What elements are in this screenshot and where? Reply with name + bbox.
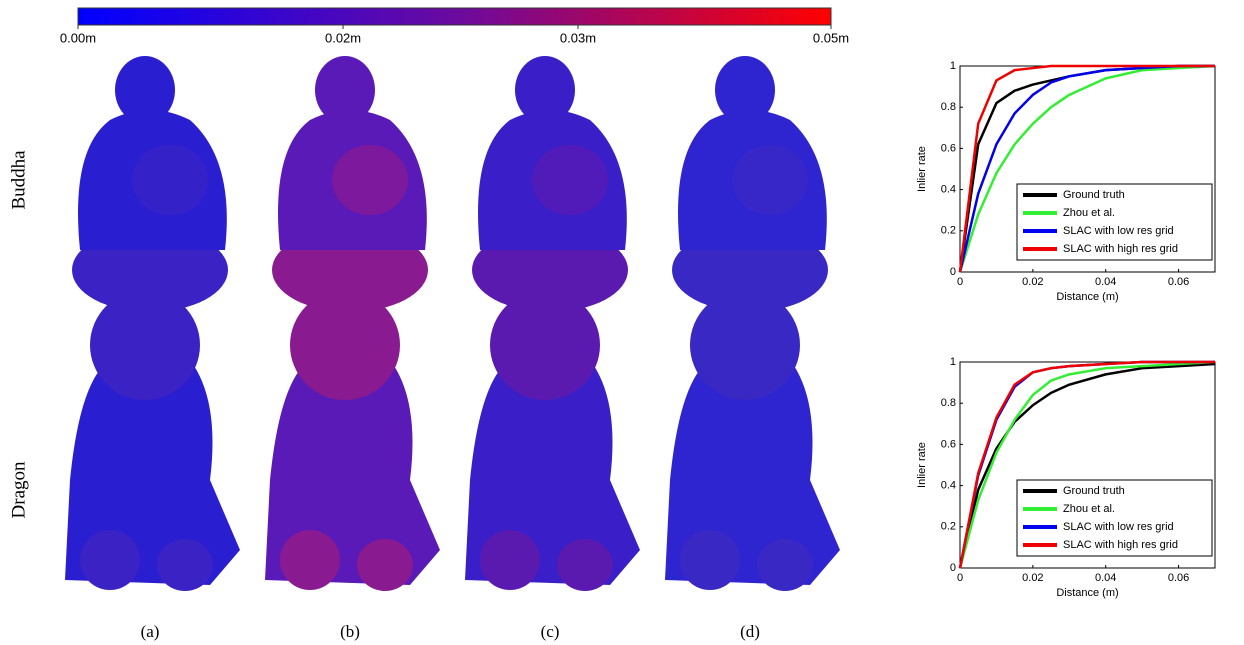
statue-head (115, 56, 175, 124)
y-tick-label: 0.8 (941, 101, 956, 113)
row-label: Buddha (8, 150, 29, 210)
statue-leg (480, 530, 540, 590)
colorbar-tick-label: 0.02m (325, 30, 361, 45)
x-tick-label: 0.04 (1095, 276, 1116, 288)
x-tick-label: 0.06 (1168, 572, 1189, 584)
y-tick-label: 0.2 (941, 521, 956, 533)
statue-head (715, 56, 775, 124)
statue-leg (680, 530, 740, 590)
x-tick-label: 0 (957, 572, 963, 584)
dragon-render (465, 290, 640, 591)
column-label: (a) (141, 622, 160, 641)
statue-head (490, 290, 600, 400)
dragon-render (665, 290, 840, 591)
legend-label: SLAC with high res grid (1063, 539, 1178, 551)
statue-leg (757, 539, 813, 591)
y-tick-label: 0.8 (941, 397, 956, 409)
statue-belly (132, 145, 208, 215)
y-tick-label: 1 (950, 356, 956, 368)
dragon-render (65, 290, 240, 591)
y-tick-label: 0 (950, 266, 956, 278)
y-tick-label: 0.2 (941, 225, 956, 237)
legend-label: Ground truth (1063, 485, 1125, 497)
legend-label: Zhou et al. (1063, 503, 1115, 515)
legend-label: SLAC with high res grid (1063, 243, 1178, 255)
buddha-render (72, 56, 228, 312)
column-label: (d) (740, 622, 760, 641)
colorbar-tick-label: 0.03m (560, 30, 596, 45)
statue-leg (157, 539, 213, 591)
y-axis-label: Inlier rate (916, 146, 928, 192)
colorbar-tick-label: 0.05m (813, 30, 849, 45)
legend-label: SLAC with low res grid (1063, 225, 1174, 237)
x-axis-label: Distance (m) (1056, 291, 1118, 303)
x-tick-label: 0 (957, 276, 963, 288)
statue-leg (80, 530, 140, 590)
legend-label: Zhou et al. (1063, 207, 1115, 219)
statue-belly (332, 145, 408, 215)
colorbar (78, 8, 831, 25)
statue-leg (280, 530, 340, 590)
x-tick-label: 0.06 (1168, 276, 1189, 288)
buddha-render (472, 56, 628, 312)
legend-label: Ground truth (1063, 189, 1125, 201)
y-tick-label: 0.4 (941, 480, 956, 492)
y-tick-label: 0.6 (941, 142, 956, 154)
statue-leg (357, 539, 413, 591)
statue-head (515, 56, 575, 124)
colorbar-tick-label: 0.00m (60, 30, 96, 45)
figure: 0.00m 0.02m 0.03m 0.05m (a) (b) (c) (d) Buddha Dr… (0, 0, 1244, 645)
statue-head (290, 290, 400, 400)
legend-label: SLAC with low res grid (1063, 521, 1174, 533)
dragon-render (265, 290, 440, 591)
x-tick-label: 0.02 (1022, 572, 1043, 584)
buddha-render (672, 56, 828, 312)
column-label: (b) (340, 622, 360, 641)
statue-head (690, 290, 800, 400)
y-tick-label: 0.4 (941, 184, 956, 196)
x-tick-label: 0.04 (1095, 572, 1116, 584)
y-axis-label: Inlier rate (916, 442, 928, 488)
y-tick-label: 1 (950, 60, 956, 72)
x-axis-label: Distance (m) (1056, 587, 1118, 599)
y-tick-label: 0.6 (941, 438, 956, 450)
x-tick-label: 0.02 (1022, 276, 1043, 288)
buddha-render (272, 56, 428, 312)
row-label: Dragon (8, 461, 29, 518)
statue-head (90, 290, 200, 400)
statue-belly (532, 145, 608, 215)
y-tick-label: 0 (950, 562, 956, 574)
statue-leg (557, 539, 613, 591)
statue-head (315, 56, 375, 124)
column-label: (c) (541, 622, 560, 641)
statue-belly (732, 145, 808, 215)
